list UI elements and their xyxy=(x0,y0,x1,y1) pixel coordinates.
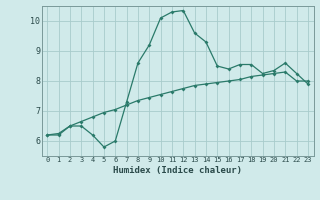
X-axis label: Humidex (Indice chaleur): Humidex (Indice chaleur) xyxy=(113,166,242,175)
